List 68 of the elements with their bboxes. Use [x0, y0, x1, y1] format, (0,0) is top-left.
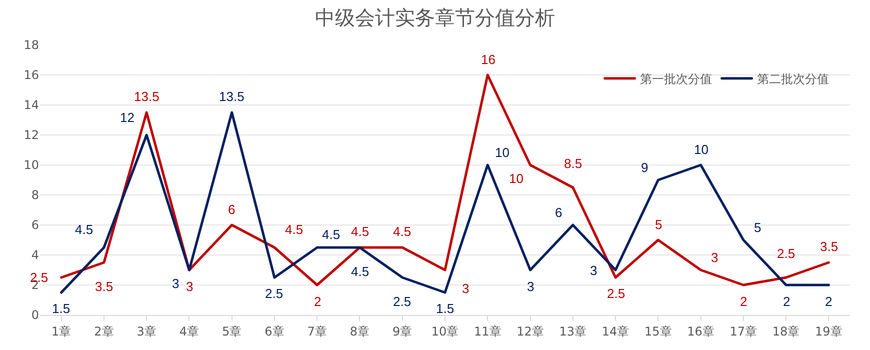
legend-label: 第一批次分值 — [640, 72, 712, 86]
x-tick-label: 8章 — [350, 324, 370, 338]
data-label: 3 — [711, 250, 718, 265]
data-label: 6 — [228, 202, 236, 217]
x-tick-label: 15章 — [644, 324, 672, 338]
x-tick-label: 11章 — [474, 324, 502, 338]
y-tick-label: 6 — [31, 218, 39, 232]
data-label: 2.5 — [393, 294, 412, 309]
legend-label: 第二批次分值 — [756, 72, 829, 86]
x-tick-label: 18章 — [772, 324, 800, 338]
x-tick-label: 19章 — [815, 324, 842, 338]
x-tick-label: 16章 — [687, 324, 714, 338]
y-tick-label: 0 — [31, 308, 39, 322]
data-label: 3.5 — [820, 239, 838, 254]
data-label: 16 — [481, 52, 496, 67]
chart-title: 中级会计实务章节分值分析 — [315, 6, 555, 30]
x-tick-label: 4章 — [179, 324, 200, 338]
data-label: 13.5 — [134, 89, 160, 104]
data-label: 2 — [740, 294, 748, 309]
data-label: 10 — [495, 145, 510, 160]
data-label: 3.5 — [95, 279, 114, 294]
data-label: 4.5 — [75, 222, 94, 237]
data-label: 3 — [186, 279, 194, 294]
y-tick-label: 4 — [31, 248, 39, 262]
data-label: 12 — [120, 110, 134, 125]
data-label: 5 — [655, 217, 662, 232]
data-label: 10 — [509, 171, 524, 186]
data-label: 2.5 — [265, 286, 284, 301]
x-tick-label: 6章 — [264, 324, 284, 338]
x-tick-label: 7章 — [307, 324, 327, 338]
x-tick-label: 17章 — [730, 324, 758, 338]
y-tick-label: 16 — [24, 68, 39, 82]
data-label: 3 — [590, 263, 598, 278]
data-label: 9 — [641, 160, 648, 175]
data-label: 2 — [314, 294, 322, 309]
data-label: 4.5 — [351, 264, 370, 279]
x-tick-label: 10章 — [431, 324, 459, 338]
x-tick-label: 14章 — [602, 324, 630, 338]
data-label: 4.5 — [285, 222, 304, 237]
y-tick-label: 18 — [24, 38, 39, 52]
data-label: 1.5 — [52, 301, 70, 316]
x-tick-label: 9章 — [392, 324, 412, 338]
x-tick-label: 12章 — [516, 324, 544, 338]
data-label: 2.5 — [607, 286, 626, 301]
y-tick-label: 14 — [24, 98, 39, 112]
data-label: 2 — [783, 294, 790, 309]
data-label: 2.5 — [777, 246, 796, 261]
x-tick-label: 13章 — [559, 324, 587, 338]
data-label: 6 — [555, 205, 562, 220]
y-tick-label: 12 — [24, 128, 39, 142]
data-label: 4.5 — [351, 224, 370, 239]
y-tick-label: 10 — [24, 158, 39, 172]
data-label: 13.5 — [219, 89, 244, 104]
x-tick-label: 2章 — [94, 324, 114, 338]
x-tick-label: 3章 — [136, 324, 156, 338]
x-tick-label: 5章 — [222, 324, 242, 338]
data-label: 3 — [462, 281, 470, 296]
data-label: 1.5 — [436, 301, 454, 316]
data-label: 4.5 — [393, 224, 412, 239]
data-label: 2 — [825, 294, 832, 309]
data-label: 4.5 — [322, 227, 340, 242]
y-tick-label: 8 — [31, 188, 39, 202]
data-label: 10 — [694, 142, 708, 157]
data-label: 3 — [172, 276, 180, 291]
data-label: 5 — [754, 220, 762, 235]
x-tick-label: 1章 — [52, 324, 72, 338]
data-label: 3 — [527, 279, 534, 294]
data-label: 8.5 — [564, 156, 582, 171]
